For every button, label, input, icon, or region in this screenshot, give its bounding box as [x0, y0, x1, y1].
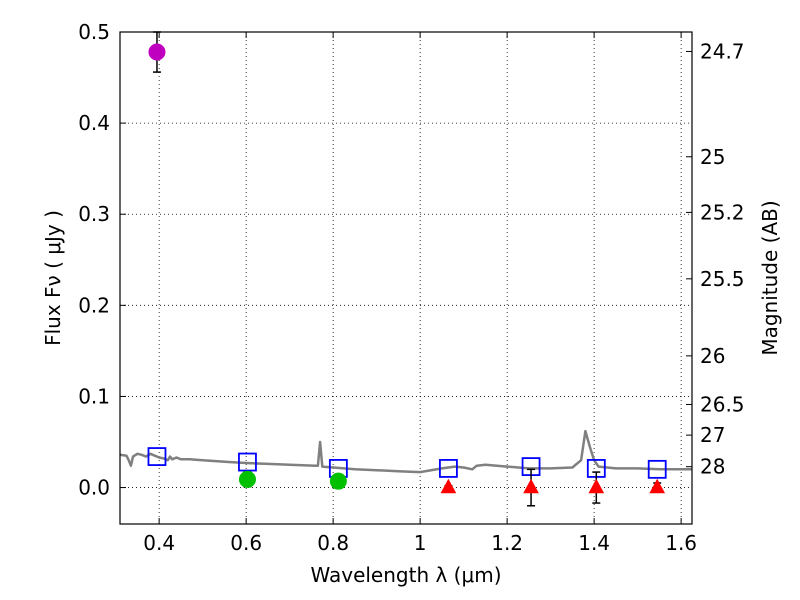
upper-limit-point — [649, 478, 666, 494]
y2-tick-label: 28 — [700, 455, 725, 479]
x-tick-label: 1.6 — [665, 531, 697, 555]
plot-area — [120, 429, 692, 474]
upper-limit-point — [588, 478, 605, 494]
template-spectrum-line — [120, 429, 692, 474]
y2-tick-label: 26 — [700, 344, 725, 368]
y2-tick-label: 27 — [700, 423, 725, 447]
model-point — [647, 459, 667, 479]
x-tick-label: 0.4 — [143, 531, 175, 555]
y-tick-label: 0.1 — [78, 384, 110, 408]
y-tick-label: 0.2 — [78, 293, 110, 317]
y-axis-title: Flux Fν ( μJy ) — [41, 210, 65, 346]
y-tick-label: 0.5 — [78, 20, 110, 44]
y2-tick-label: 26.5 — [700, 392, 745, 416]
y-tick-label: 0.4 — [78, 111, 110, 135]
y-tick-label: 0.0 — [78, 476, 110, 500]
model-point — [439, 459, 458, 478]
axis-ticks: 0.4 0.6 0.8 1 1.2 1.4 1.6 0.0 0.1 0.2 0.3 0.4 0.5 24.… — [78, 20, 744, 555]
x-tick-label: 0.8 — [317, 531, 349, 555]
x-tick-label: 1.2 — [491, 531, 523, 555]
marker-layer — [147, 31, 667, 507]
y2-tick-label: 25.5 — [700, 267, 745, 291]
y-tick-label: 0.3 — [78, 202, 110, 226]
upper-limit-point — [440, 478, 457, 494]
grid-lines — [120, 31, 692, 524]
x-tick-label: 1.4 — [578, 531, 610, 555]
x-tick-label: 1 — [414, 531, 427, 555]
x-tick-label: 0.6 — [230, 531, 262, 555]
y2-tick-label: 25 — [700, 145, 725, 169]
model-point — [238, 452, 257, 472]
y2-tick-label: 25.2 — [700, 200, 745, 224]
plot-frame — [119, 31, 693, 525]
y2-axis-title: Magnitude (AB) — [758, 200, 782, 355]
detection-magenta-point — [148, 43, 166, 61]
series-layer — [120, 429, 692, 474]
x-axis-title: Wavelength λ (μm) — [310, 563, 501, 587]
model-point — [147, 447, 167, 466]
upper-limit-point — [523, 478, 539, 494]
detections-green-point — [238, 470, 256, 488]
detections-green-point — [329, 472, 347, 490]
y2-tick-label: 24.7 — [700, 39, 745, 63]
